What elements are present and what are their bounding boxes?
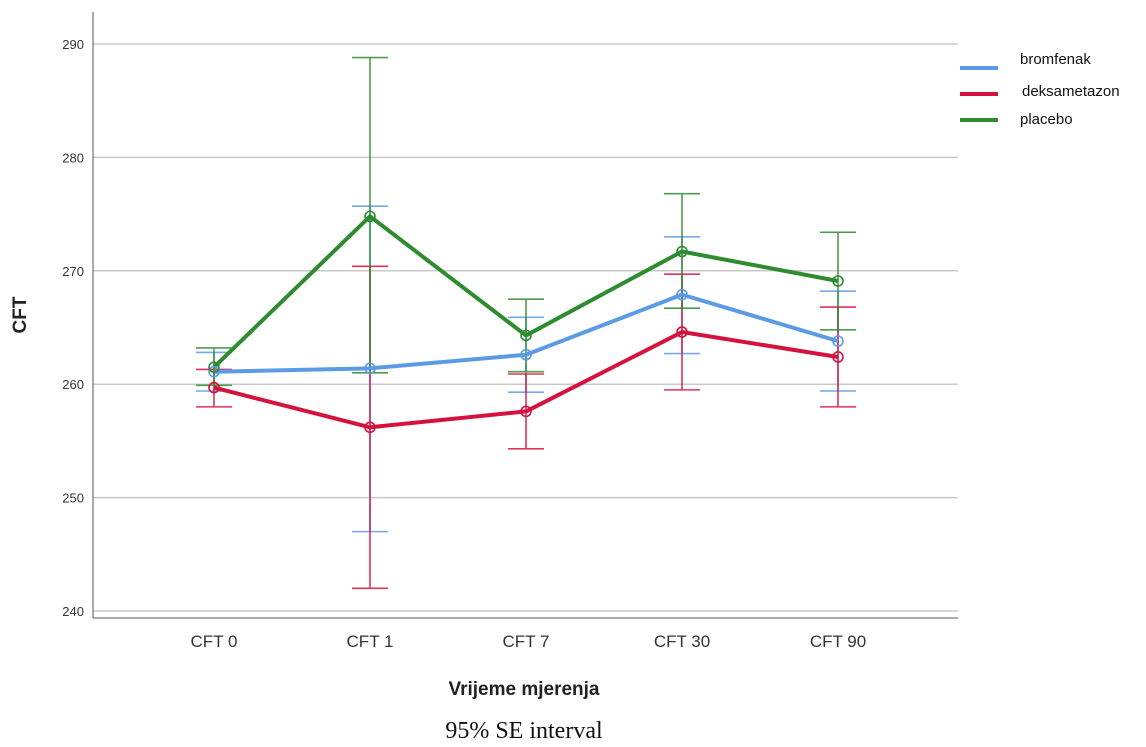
x-tick-label: CFT 1	[347, 632, 394, 651]
data-point-bromfenak	[832, 335, 844, 347]
data-point-placebo	[676, 245, 688, 258]
data-point-placebo	[832, 275, 844, 287]
y-tick-label: 240	[62, 604, 84, 619]
legend-item-bromfenak: bromfenak	[960, 51, 1091, 70]
x-tick-label: CFT 7	[503, 632, 550, 651]
legend-item-deksametazon: deksametazon	[960, 83, 1120, 100]
data-point-bromfenak	[364, 362, 376, 375]
data-point-deksametazon	[520, 405, 532, 418]
y-axis-title: CFT	[10, 296, 31, 333]
series-line-deksametazon	[213, 330, 839, 430]
legend: bromfenak deksametazon placebo	[960, 51, 1120, 128]
y-tick-labels: 240 250 260 270 280 290	[62, 37, 84, 619]
data-point-deksametazon	[364, 421, 376, 434]
x-tick-label: CFT 30	[654, 632, 710, 651]
data-point-placebo	[364, 210, 376, 223]
legend-label: placebo	[1020, 111, 1073, 128]
y-tick-label: 260	[62, 377, 84, 392]
x-axis-title: Vrijeme mjerenja	[448, 679, 599, 700]
legend-item-placebo: placebo	[960, 111, 1073, 128]
x-tick-label: CFT 0	[191, 632, 238, 651]
x-tick-labels: CFT 0 CFT 1 CFT 7 CFT 30 CFT 90	[191, 632, 867, 651]
series-line-bromfenak	[213, 292, 839, 374]
data-point-deksametazon	[676, 326, 688, 338]
error-bars	[196, 56, 856, 590]
legend-label: bromfenak	[1020, 51, 1091, 68]
x-tick-label: CFT 90	[810, 632, 866, 651]
data-point-bromfenak	[208, 365, 220, 378]
axes	[92, 12, 958, 619]
series-points	[208, 210, 844, 434]
data-point-deksametazon	[208, 381, 220, 394]
y-tick-label: 280	[62, 150, 84, 165]
y-tick-label: 290	[62, 37, 84, 52]
data-point-placebo	[520, 329, 532, 342]
series-line-placebo	[212, 214, 839, 369]
y-tick-label: 270	[62, 264, 84, 279]
data-point-bromfenak	[520, 348, 532, 361]
data-point-deksametazon	[832, 351, 844, 363]
data-point-placebo	[208, 361, 220, 373]
legend-label: deksametazon	[1022, 83, 1120, 100]
y-tick-label: 250	[62, 491, 84, 506]
series-lines	[212, 214, 839, 430]
data-point-bromfenak	[676, 288, 688, 301]
chart-caption: 95% SE interval	[445, 718, 603, 744]
